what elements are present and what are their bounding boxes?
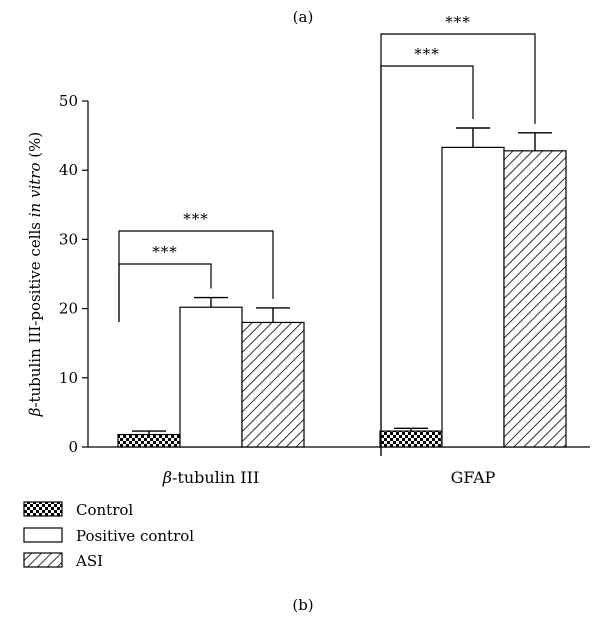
- y-axis-label-italic: in vitro: [26, 163, 44, 218]
- bar: [379, 430, 443, 448]
- bar: [241, 321, 305, 448]
- y-axis-label-unit: (%): [26, 132, 44, 163]
- y-tick-label: 50: [59, 92, 78, 110]
- y-tick-label: 40: [59, 161, 78, 179]
- significance-bracket: [380, 33, 536, 456]
- x-tick-label-text: -tubulin III: [172, 468, 259, 487]
- x-tick-label-symbol: β: [162, 468, 172, 487]
- bar: [503, 150, 567, 448]
- y-tick-label: 20: [59, 300, 78, 318]
- panel-label-b: (b): [292, 596, 313, 614]
- x-tick-label-text: GFAP: [451, 468, 496, 487]
- y-axis-label: β-tubulin III-positive cells in vitro (%…: [26, 132, 44, 417]
- significance-brackets: *** *** *** ***: [118, 13, 536, 456]
- x-tick-label: GFAP: [451, 468, 496, 487]
- legend: Control Positive control ASI: [23, 501, 194, 570]
- legend-swatch: [23, 527, 63, 543]
- x-tick-label: β-tubulin III: [162, 468, 260, 487]
- legend-label: Positive control: [76, 527, 194, 545]
- y-axis-label-text: -tubulin III-positive cells: [26, 217, 44, 407]
- error-bars: [132, 127, 552, 435]
- legend-label: ASI: [75, 552, 103, 570]
- panel-label-a: (a): [293, 8, 314, 26]
- significance-label: ***: [414, 45, 440, 63]
- bar: [179, 306, 243, 448]
- significance-label: ***: [152, 243, 178, 261]
- legend-swatch: [23, 552, 63, 568]
- bars: [117, 146, 567, 448]
- legend-label: Control: [76, 501, 133, 519]
- y-tick-label: 30: [59, 230, 78, 248]
- y-tick-label: 10: [59, 369, 78, 387]
- x-tick-labels: β-tubulin III GFAP: [162, 468, 496, 487]
- significance-bracket: [118, 230, 274, 322]
- legend-swatch: [23, 501, 63, 517]
- significance-label: ***: [445, 13, 471, 31]
- y-tick-label: 0: [68, 438, 78, 456]
- y-axis-label-symbol: β: [26, 407, 44, 417]
- bar: [117, 433, 181, 448]
- significance-label: ***: [183, 210, 209, 228]
- bar: [441, 146, 505, 448]
